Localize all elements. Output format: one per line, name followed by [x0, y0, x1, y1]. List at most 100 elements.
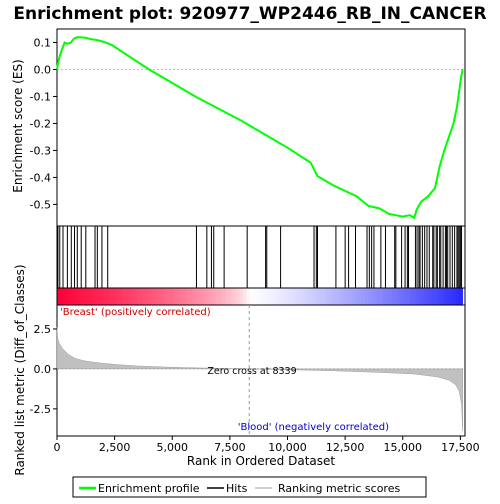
- color-strip-cell: [138, 288, 142, 305]
- color-strip-cell: [408, 288, 413, 305]
- color-strip-cell: [327, 288, 332, 305]
- color-strip-cell: [148, 288, 152, 305]
- legend-enrichment-label: Enrichment profile: [98, 482, 200, 495]
- color-strip-cell: [205, 288, 210, 305]
- metric-y-tick-label: 2.5: [34, 323, 52, 336]
- metric-x-ticks: 0 2,500 5,000 7,500 10,000 12,500 15,000 17,500: [54, 436, 480, 454]
- es-y-tick-label: 0.1: [34, 36, 52, 49]
- color-strip-cell: [111, 288, 115, 305]
- color-strip-cell: [188, 288, 193, 305]
- color-strip-cell: [283, 288, 288, 305]
- color-strip-cell: [293, 288, 298, 305]
- color-strip-cell: [344, 288, 349, 305]
- x-tick-label: 7,500: [214, 441, 246, 454]
- es-y-tick-label: -0.3: [30, 144, 51, 157]
- x-tick-label: 0: [54, 441, 61, 454]
- color-strip-cell: [90, 288, 95, 305]
- x-tick-label: 15,000: [384, 441, 423, 454]
- es-y-tick-label: -0.1: [30, 90, 51, 103]
- color-strip-cell: [422, 288, 426, 305]
- color-strip-cell: [320, 288, 325, 305]
- color-strip-cell: [107, 288, 112, 305]
- color-strip-cell: [226, 288, 230, 305]
- negative-correlation-label: 'Blood' (negatively correlated): [238, 422, 389, 433]
- color-strip-cell: [104, 288, 109, 305]
- legend: Enrichment profile Hits Ranking metric s…: [72, 476, 427, 498]
- color-strip-cell: [198, 288, 203, 305]
- rank-color-strip: [56, 287, 466, 306]
- color-strip-cell: [364, 288, 369, 305]
- color-strip-cell: [455, 288, 460, 305]
- hits-frame: [56, 225, 466, 289]
- color-strip-cell: [60, 288, 65, 305]
- color-strip-cell: [337, 288, 342, 305]
- color-strip-cell: [405, 288, 409, 305]
- color-strip-cell: [351, 288, 355, 305]
- color-strip-cell: [388, 288, 392, 305]
- x-axis-label: Rank in Ordered Dataset: [187, 454, 335, 468]
- color-strip-cell: [141, 288, 146, 305]
- color-strip-cell: [269, 288, 274, 305]
- color-strip-cell: [290, 288, 294, 305]
- color-strip-cell: [259, 288, 264, 305]
- color-strip-cell: [215, 288, 220, 305]
- color-strip-cell: [449, 288, 453, 305]
- color-strip-cell: [276, 288, 281, 305]
- color-strip-cell: [161, 288, 166, 305]
- color-strip-cell: [317, 288, 322, 305]
- metric-y-axis-label: Ranked list metric (Diff_of_Classes): [13, 264, 27, 475]
- color-strip-cell: [378, 288, 382, 305]
- color-strip-cell: [361, 288, 365, 305]
- color-strip-cell: [229, 288, 234, 305]
- color-strip-cell: [178, 288, 183, 305]
- color-strip-cell: [256, 288, 261, 305]
- color-strip-cell: [73, 288, 78, 305]
- zero-cross-label: Zero cross at 8339: [207, 366, 296, 377]
- color-strip-cell: [134, 288, 139, 305]
- es-y-tick-label: -0.4: [30, 171, 51, 184]
- color-strip-cell: [286, 288, 291, 305]
- color-strip-cell: [273, 288, 278, 305]
- color-strip-cell: [398, 288, 403, 305]
- color-strip-cell: [202, 288, 207, 305]
- hit-markers: [57, 226, 463, 288]
- legend-hits-label: Hits: [226, 482, 248, 495]
- ranking-metric-area: [56, 327, 463, 432]
- color-strip-cell: [63, 288, 68, 305]
- legend-box: [72, 476, 427, 498]
- x-tick-label: 5,000: [157, 441, 189, 454]
- color-strip-cell: [459, 288, 463, 305]
- color-strip-cell: [384, 288, 389, 305]
- color-strip-cell: [347, 288, 352, 305]
- color-strip-cell: [127, 288, 132, 305]
- color-strip-cell: [395, 288, 399, 305]
- color-strip-cell: [432, 288, 436, 305]
- chart-title: Enrichment plot: 920977_WP2446_RB_IN_CAN…: [13, 4, 486, 24]
- color-strip-cell: [452, 288, 457, 305]
- x-tick-label: 12,500: [326, 441, 365, 454]
- color-strip-cell: [185, 288, 190, 305]
- color-strip-cell: [246, 288, 251, 305]
- color-strip-cell: [371, 288, 376, 305]
- metric-y-tick-label: 0.0: [34, 363, 52, 376]
- x-tick-label: 2,500: [99, 441, 131, 454]
- color-strip-cell: [168, 288, 173, 305]
- es-panel: 0.1 0.0 -0.1 -0.2 -0.3 -0.4 -0.5 Enrichment sc…: [11, 28, 466, 227]
- color-strip-cell: [330, 288, 335, 305]
- color-strip-cell: [439, 288, 443, 305]
- metric-panel: Zero cross at 8339 'Breast' (positively …: [13, 264, 480, 475]
- color-strip-cell: [57, 288, 61, 305]
- es-y-ticks: 0.1 0.0 -0.1 -0.2 -0.3 -0.4 -0.5: [30, 36, 57, 211]
- color-strip-cell: [391, 288, 396, 305]
- color-strip-cell: [67, 288, 71, 305]
- metric-y-tick-label: -2.5: [30, 403, 51, 416]
- color-strip-cell: [155, 288, 159, 305]
- color-strip-cell: [249, 288, 254, 305]
- color-strip-cell: [87, 288, 92, 305]
- color-strip-cell: [428, 288, 433, 305]
- color-strip-cell: [418, 288, 423, 305]
- color-strip-cell: [266, 288, 271, 305]
- color-strip-cell: [442, 288, 447, 305]
- color-strip-cell: [70, 288, 75, 305]
- color-strip-cell: [381, 288, 386, 305]
